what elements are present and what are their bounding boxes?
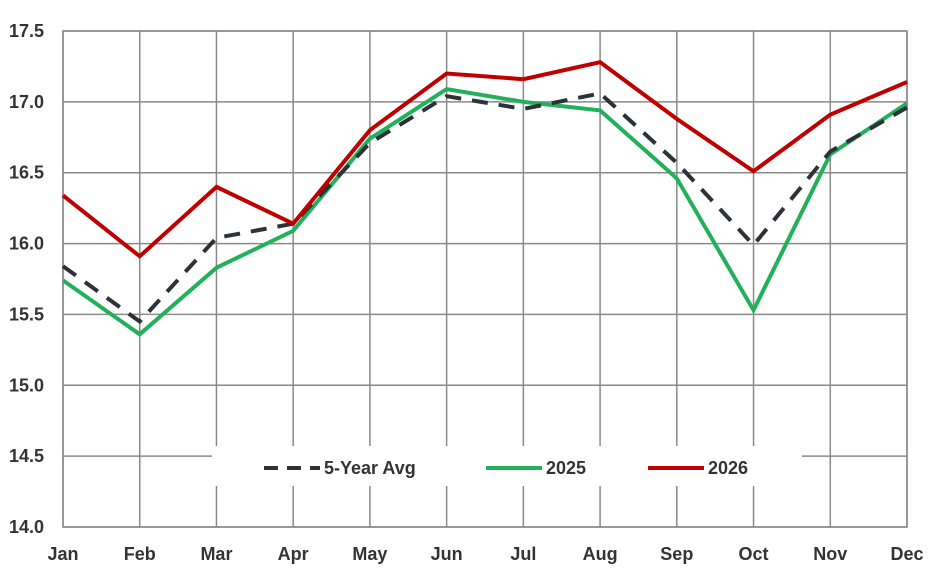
series-line-2 [61,86,909,337]
x-tick-label: Sep [660,544,693,564]
x-tick-label: Oct [739,544,769,564]
series-line-3 [61,60,908,259]
data-point-series-2 [61,278,65,282]
data-point-series-2 [752,308,756,312]
x-tick-label: Mar [200,544,232,564]
data-point-series-3 [521,77,525,81]
series-lines [61,60,909,337]
data-point-series-3 [598,60,602,64]
y-tick-label: 14.5 [9,446,44,466]
y-tick-label: 15.0 [9,375,44,395]
data-point-series-3 [828,113,832,117]
x-tick-label: Aug [583,544,618,564]
y-tick-label: 17.5 [9,21,44,41]
x-tick-label: Apr [278,544,309,564]
data-point-series-3 [368,128,372,132]
y-tick-label: 16.0 [9,234,44,254]
data-point-series-3 [675,117,679,121]
data-point-series-2 [521,100,525,104]
data-point-series-3 [61,193,65,197]
data-point-series-1 [138,320,142,324]
legend-label-3: 2026 [708,458,748,478]
x-tick-label: May [352,544,387,564]
x-tick-label: Dec [890,544,923,564]
legend: 5-Year Avg 2025 2026 [212,446,802,486]
x-tick-label: Jul [510,544,536,564]
data-point-series-3 [214,185,218,189]
data-point-series-3 [905,80,909,84]
data-point-series-2 [675,176,679,180]
data-point-series-1 [445,94,449,98]
x-tick-label: Feb [124,544,156,564]
x-tick-label: Nov [813,544,847,564]
data-point-series-3 [291,222,295,226]
data-point-series-2 [291,229,295,233]
y-tick-label: 17.0 [9,92,44,112]
data-point-series-2 [214,266,218,270]
data-point-series-1 [828,149,832,153]
data-point-series-1 [61,264,65,268]
data-point-series-3 [445,72,449,76]
data-point-series-1 [752,243,756,247]
y-tick-label: 14.0 [9,517,44,537]
data-point-series-1 [598,91,602,95]
data-point-series-2 [445,87,449,91]
data-point-series-2 [138,332,142,336]
x-tick-label: Jun [431,544,463,564]
x-axis-tick-labels: Jan Feb Mar Apr May Jun Jul Aug Sep Oct Nov Dec [47,544,923,564]
y-tick-label: 16.5 [9,163,44,183]
data-point-series-1 [675,161,679,165]
data-point-series-1 [905,106,909,110]
legend-label-2: 2025 [546,458,586,478]
data-point-series-3 [138,254,142,258]
y-tick-label: 15.5 [9,304,44,324]
data-point-series-2 [368,137,372,141]
data-point-series-2 [598,108,602,112]
series-line-1 [61,91,908,325]
legend-label-1: 5-Year Avg [324,458,416,478]
data-point-series-3 [752,169,756,173]
data-point-series-2 [905,101,909,105]
y-axis-tick-labels: 14.0 14.5 15.0 15.5 16.0 16.5 17.0 17.5 [9,21,44,537]
data-point-series-1 [368,141,372,145]
grid-lines [62,30,908,528]
x-tick-label: Jan [47,544,78,564]
data-point-series-1 [521,107,525,111]
data-point-series-1 [214,236,218,240]
